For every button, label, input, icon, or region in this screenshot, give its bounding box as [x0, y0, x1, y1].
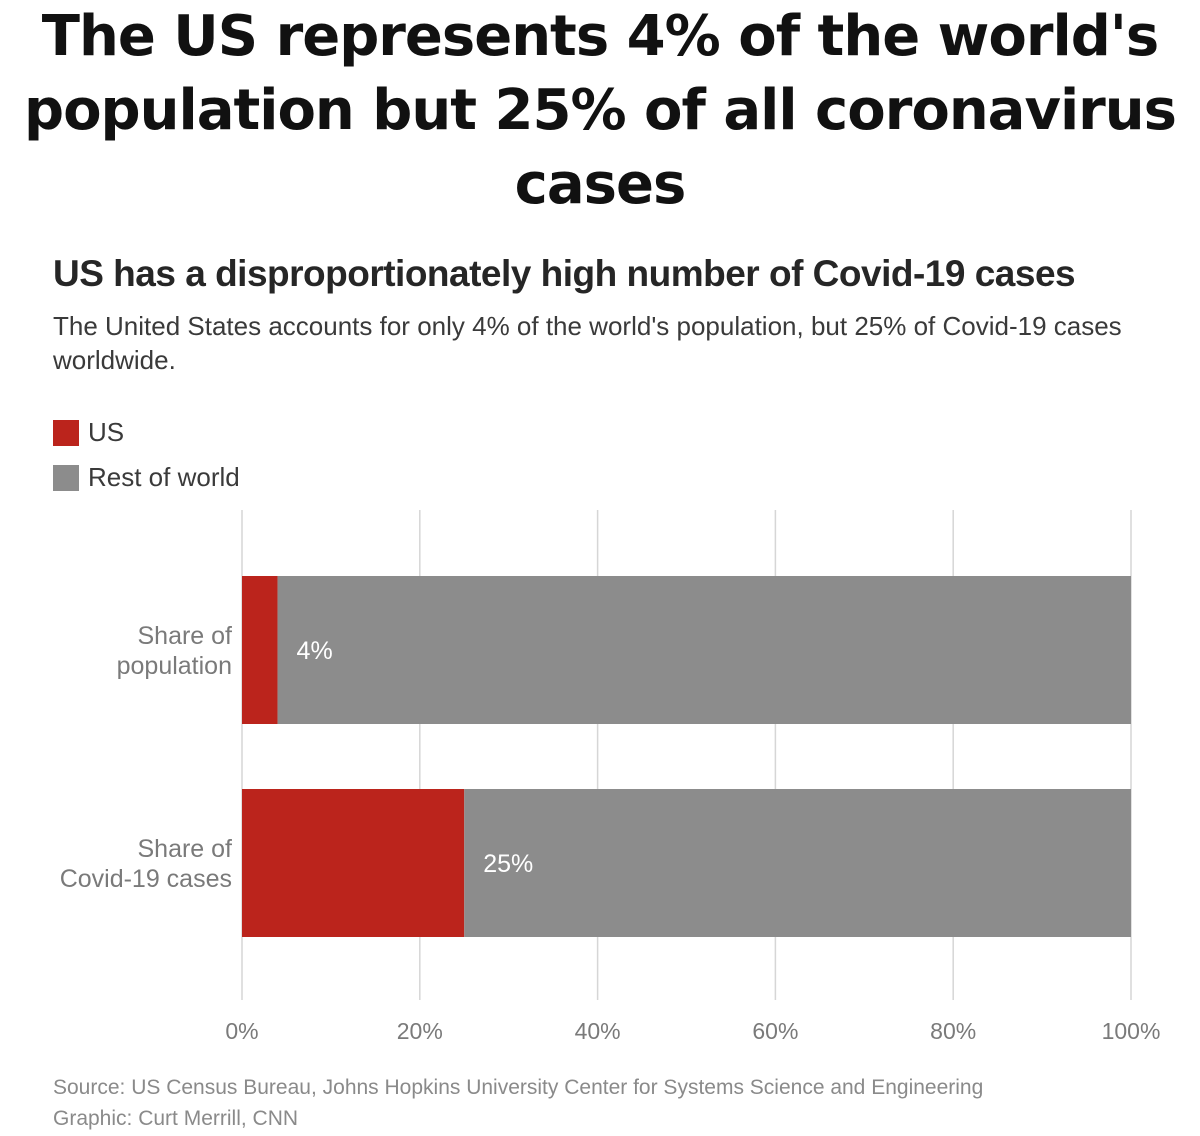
- legend-swatch-rest-of-world: [53, 464, 79, 491]
- x-tick-label-20: 20%: [397, 1018, 443, 1044]
- legend-label-us: US: [88, 417, 125, 447]
- headline: The US represents 4% of the world's popu…: [24, 4, 1177, 217]
- x-tick-label-0: 0%: [225, 1018, 258, 1044]
- graphic-credit: Graphic: Curt Merrill, CNN: [53, 1107, 299, 1130]
- category-label-0-line-1: population: [117, 652, 232, 680]
- bar-us-0: [242, 576, 278, 724]
- category-label-0-line-0: Share of: [137, 622, 232, 650]
- chart-title: US has a disproportionately high number …: [53, 253, 1076, 294]
- data-label-0: 4%: [297, 637, 333, 665]
- data-label-1: 25%: [483, 850, 533, 878]
- legend-swatch-us: [53, 419, 79, 446]
- footer: Source: US Census Bureau, Johns Hopkins …: [53, 1072, 983, 1134]
- category-label-1-line-0: Share of: [137, 835, 232, 863]
- x-tick-label-100: 100%: [1102, 1018, 1161, 1044]
- legend: US Rest of world: [53, 410, 240, 500]
- category-label-1-line-1: Covid-19 cases: [60, 865, 232, 893]
- bar-rest-of-world-1: [464, 789, 1131, 937]
- legend-item-rest-of-world: Rest of world: [53, 455, 240, 500]
- bar-us-1: [242, 789, 465, 937]
- bar-rest-of-world-0: [277, 576, 1131, 724]
- x-tick-label-80: 80%: [930, 1018, 976, 1044]
- x-tick-label-60: 60%: [752, 1018, 798, 1044]
- legend-item-us: US: [53, 410, 240, 455]
- chart-subtitle: The United States accounts for only 4% o…: [53, 311, 1122, 375]
- legend-label-rest-of-world: Rest of world: [88, 462, 240, 492]
- x-tick-label-40: 40%: [575, 1018, 621, 1044]
- source-note: Source: US Census Bureau, Johns Hopkins …: [53, 1076, 984, 1099]
